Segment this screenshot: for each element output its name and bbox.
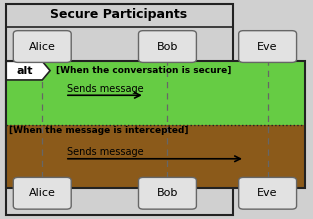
FancyBboxPatch shape [239,177,296,209]
Text: Bob: Bob [157,188,178,198]
Polygon shape [6,61,50,80]
Text: Secure Participants: Secure Participants [50,8,187,21]
FancyBboxPatch shape [13,31,71,62]
FancyBboxPatch shape [6,61,305,125]
Text: Bob: Bob [157,42,178,51]
Text: Sends message: Sends message [66,147,143,157]
FancyBboxPatch shape [13,177,71,209]
Text: Eve: Eve [257,188,278,198]
FancyBboxPatch shape [6,4,233,215]
Text: Sends message: Sends message [66,84,143,94]
FancyBboxPatch shape [6,125,305,188]
FancyBboxPatch shape [138,177,196,209]
Text: Eve: Eve [257,42,278,51]
Text: [When the conversation is secure]: [When the conversation is secure] [56,66,232,75]
Text: alt: alt [16,66,33,76]
FancyBboxPatch shape [138,31,196,62]
Text: Alice: Alice [29,188,56,198]
FancyBboxPatch shape [239,31,296,62]
Text: Alice: Alice [29,42,56,51]
Text: [When the message is intercepted]: [When the message is intercepted] [9,126,189,135]
